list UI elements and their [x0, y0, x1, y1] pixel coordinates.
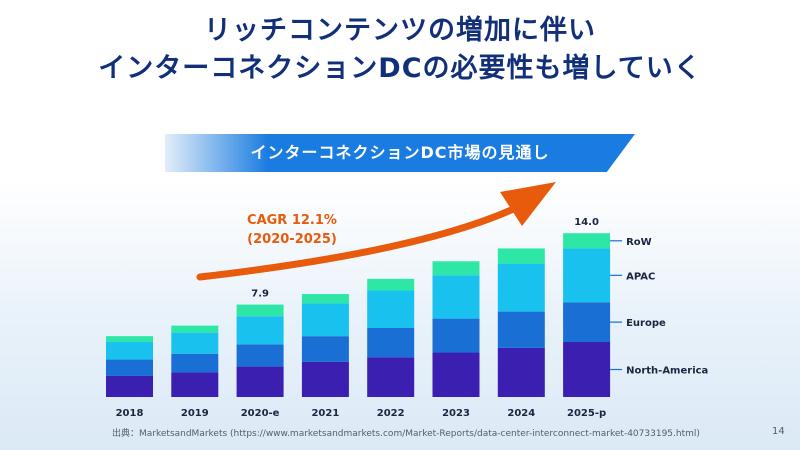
banner-label: インターコネクションDC市場の見通し [250, 143, 550, 162]
x-tick-label: 2025-p [567, 408, 606, 419]
bar-row-2018 [106, 336, 153, 343]
legend-label-apac: APAC [626, 271, 655, 282]
value-label: 14.0 [574, 217, 599, 228]
bar-row-2020-e [236, 304, 284, 317]
bar-row-2021 [301, 294, 349, 304]
bar-apac-2020-e [236, 316, 284, 345]
value-label: 7.9 [251, 289, 269, 300]
section-banner: インターコネクションDC市場の見通し [165, 134, 635, 172]
cagr-arrowhead [500, 182, 556, 226]
x-tick-label: 2024 [507, 408, 535, 419]
slide-title: リッチコンテンツの増加に伴い インターコネクションDCの必要性も増していく [0, 12, 800, 88]
x-tick-label: 2021 [311, 408, 339, 419]
bar-apac-2025-p [563, 248, 611, 303]
bar-apac-2023 [432, 275, 480, 319]
bar-north-america-2021 [301, 361, 349, 397]
bar-north-america-2023 [432, 352, 480, 397]
bar-europe-2023 [432, 318, 480, 353]
banner-background [165, 134, 635, 172]
bar-north-america-2025-p [563, 342, 611, 397]
x-tick-label: 2020-e [241, 408, 280, 419]
bar-apac-2022 [367, 290, 415, 328]
title-line-1: リッチコンテンツの増加に伴い [204, 15, 596, 46]
legend-label-north-america: North-America [626, 366, 708, 377]
bar-row-2025-p [563, 233, 611, 249]
title-line-2: インターコネクションDCの必要性も増していく [98, 53, 702, 84]
bar-europe-2025-p [563, 302, 611, 343]
bar-europe-2019 [171, 353, 219, 373]
bar-europe-2022 [367, 327, 415, 358]
bar-north-america-2024 [497, 347, 545, 397]
bar-apac-2019 [171, 332, 219, 354]
bar-north-america-2022 [367, 357, 415, 397]
bar-apac-2024 [497, 263, 545, 312]
bar-row-2019 [171, 325, 219, 333]
x-tick-label: 2019 [181, 408, 209, 419]
bar-north-america-2020-e [236, 366, 284, 397]
legend-label-europe: Europe [626, 318, 666, 329]
bar-apac-2018 [106, 342, 153, 360]
bar-row-2022 [367, 278, 415, 291]
bar-europe-2021 [301, 336, 349, 362]
cagr-arrow-shaft [196, 201, 526, 281]
bar-europe-2020-e [236, 344, 284, 367]
source-citation: 出典：MarketsandMarkets (https://www.market… [112, 429, 700, 439]
bar-apac-2021 [301, 303, 349, 337]
bar-row-2023 [432, 261, 480, 276]
bar-north-america-2018 [106, 375, 153, 397]
cagr-label: CAGR 12.1% [247, 213, 337, 228]
x-tick-label: 2023 [442, 408, 470, 419]
cagr-period-label: (2020-2025) [247, 232, 337, 247]
bar-north-america-2019 [171, 372, 219, 397]
x-tick-label: 2018 [116, 408, 144, 419]
bar-europe-2024 [497, 311, 545, 348]
x-tick-label: 2022 [377, 408, 405, 419]
bar-row-2024 [497, 248, 545, 264]
bar-europe-2018 [106, 359, 153, 376]
page-number: 14 [772, 426, 785, 437]
legend-label-row: RoW [626, 237, 652, 248]
